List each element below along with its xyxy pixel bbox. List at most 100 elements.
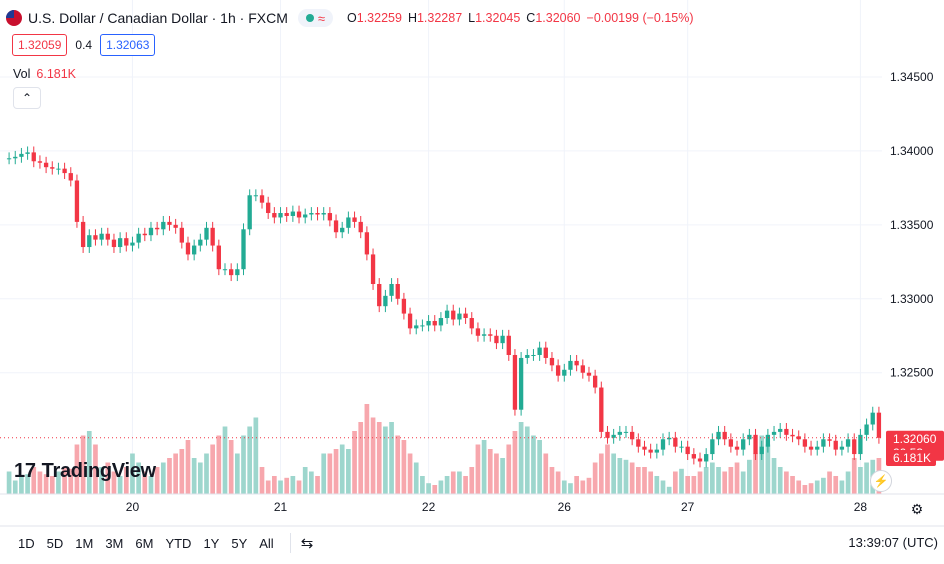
candle <box>99 227 104 246</box>
candle <box>802 433 808 453</box>
volume-bar <box>617 458 623 494</box>
candles <box>6 146 882 468</box>
candle-body <box>457 313 462 320</box>
volume-bar <box>611 453 616 494</box>
price-tick-label: 1.33500 <box>890 218 934 232</box>
candle <box>43 156 49 174</box>
volume-bar <box>247 426 253 494</box>
scale-settings-button[interactable]: ⚙ <box>906 498 928 520</box>
range-button-5d[interactable]: 5D <box>46 535 64 551</box>
volume-bar <box>333 449 339 494</box>
volume-value: 6.181K <box>36 67 77 81</box>
candle-body <box>543 347 548 358</box>
candle <box>333 214 339 239</box>
volume-bar <box>37 471 43 494</box>
volume-bar <box>660 480 666 494</box>
candle-body <box>475 328 481 336</box>
range-button-all[interactable]: All <box>259 535 274 551</box>
candle <box>407 307 413 335</box>
volume-bar <box>777 467 783 494</box>
candle-body <box>432 320 437 326</box>
volume-bar <box>512 431 518 494</box>
candle-body <box>580 365 585 373</box>
volume-bar <box>802 485 808 494</box>
candle-body <box>124 238 129 246</box>
market-open-dot-icon <box>305 14 314 22</box>
volume-bar <box>80 435 86 494</box>
candle <box>654 443 659 459</box>
candle-body <box>253 195 259 197</box>
candle <box>370 248 376 290</box>
utc-clock[interactable]: 13:39:07 (UTC) <box>848 535 938 550</box>
candle-body <box>161 221 166 230</box>
candle <box>191 239 197 261</box>
lightning-button[interactable]: ⚡ <box>870 470 892 492</box>
volume-bar <box>339 444 345 494</box>
candle <box>210 221 215 252</box>
candle-body <box>870 412 875 425</box>
volume-bar <box>160 462 166 494</box>
candle <box>253 189 259 202</box>
spread-value: 0.4 <box>75 38 93 52</box>
range-button-6m[interactable]: 6M <box>135 535 154 551</box>
range-button-1d[interactable]: 1D <box>18 535 35 551</box>
candle-body <box>401 298 407 314</box>
candle <box>815 440 820 456</box>
tradingview-mark-icon: 17 <box>14 460 36 482</box>
candle-body <box>815 446 820 450</box>
time-tick-label: 20 <box>126 500 140 514</box>
volume-bar <box>654 476 660 494</box>
candle-body <box>111 239 117 248</box>
candle-body <box>284 213 289 216</box>
chart-legend: U.S. Dollar / Canadian Dollar · 1h · FXC… <box>6 8 694 28</box>
candle-body <box>247 195 252 230</box>
candle-body <box>62 168 67 174</box>
volume-bar <box>580 480 586 494</box>
range-button-1y[interactable]: 1Y <box>203 535 220 551</box>
collapse-legend-button[interactable]: ⌃ <box>13 87 41 109</box>
volume-bar <box>851 458 857 494</box>
volume-bar <box>728 467 734 494</box>
volume-bar <box>43 474 49 494</box>
candle <box>290 205 296 222</box>
candle <box>327 207 333 227</box>
candle <box>722 425 727 446</box>
price-chart[interactable]: 1.34500 1.34000 1.33500 1.33000 1.32500 1.320… <box>0 0 944 528</box>
candle-body <box>808 446 814 450</box>
range-button-ytd[interactable]: YTD <box>165 535 192 551</box>
candle-body <box>68 173 73 181</box>
volume-bar <box>518 422 524 494</box>
price-tick-label: 1.32500 <box>890 366 934 380</box>
candle-body <box>426 320 431 326</box>
tradingview-logo[interactable]: 17 TradingView <box>14 460 156 483</box>
volume-bar <box>642 467 647 494</box>
range-button-1m[interactable]: 1M <box>75 535 94 551</box>
candle-body <box>765 434 771 447</box>
symbol-title[interactable]: U.S. Dollar / Canadian Dollar · 1h · FXC… <box>28 10 288 26</box>
candle <box>821 433 826 453</box>
candle <box>796 430 801 446</box>
volume-bar <box>173 453 178 494</box>
candle <box>247 189 252 236</box>
range-button-3m[interactable]: 3M <box>105 535 124 551</box>
market-status-pill[interactable]: ≈ <box>297 9 334 27</box>
volume-bar <box>623 459 629 494</box>
volume-bar <box>648 471 654 494</box>
candle <box>778 423 783 438</box>
volume-bar <box>494 453 499 494</box>
candle-body <box>734 446 740 450</box>
date-range-icon[interactable]: ⇆ <box>289 533 313 553</box>
range-button-5y[interactable]: 5Y <box>231 535 248 551</box>
candle-body <box>340 227 345 233</box>
candle-body <box>333 220 339 233</box>
candle-body <box>272 213 277 218</box>
ask-price[interactable]: 1.32063 <box>100 34 156 56</box>
candle <box>469 312 474 335</box>
candle <box>37 155 43 169</box>
candle-body <box>864 424 869 435</box>
volume-bar <box>315 476 320 494</box>
candle <box>142 227 147 242</box>
candle-body <box>481 334 487 336</box>
candle-body <box>469 318 474 329</box>
bid-price[interactable]: 1.32059 <box>12 34 68 56</box>
